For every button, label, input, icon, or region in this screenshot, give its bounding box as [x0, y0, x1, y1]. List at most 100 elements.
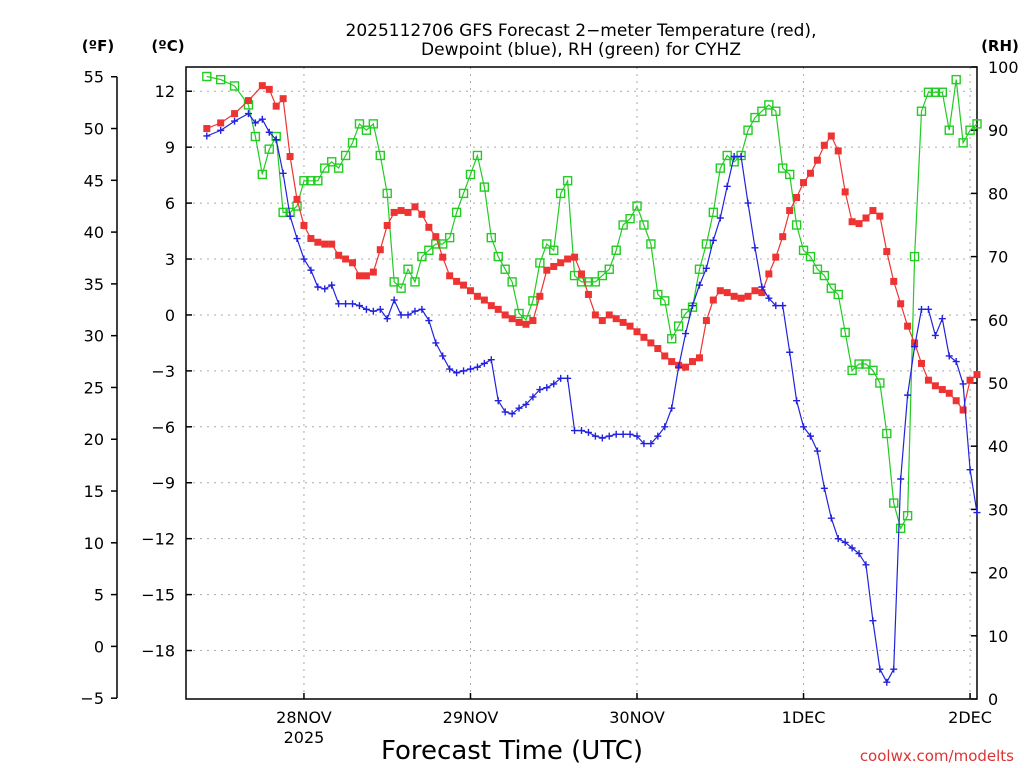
temperature-point	[369, 268, 377, 276]
dewpoint-point	[702, 264, 710, 272]
temperature-point	[203, 125, 211, 133]
rh-point	[680, 308, 691, 319]
dewpoint-point	[633, 432, 641, 440]
rh-point	[611, 245, 621, 255]
rh-point	[944, 125, 954, 135]
temperature-point	[945, 389, 953, 397]
temperature-point	[314, 238, 322, 246]
temperature-point	[883, 248, 891, 256]
rh-point	[923, 87, 934, 97]
dewpoint-point	[952, 358, 960, 366]
temperature-point	[897, 300, 905, 308]
dewpoint-point	[682, 330, 690, 338]
rh-point	[361, 125, 372, 135]
dewpoint-point	[647, 440, 655, 448]
f-tick-label: 15	[84, 482, 104, 501]
temperature-point	[647, 339, 655, 347]
temperature-point	[432, 233, 440, 241]
dewpoint-point	[938, 315, 946, 323]
rh-point	[250, 131, 261, 142]
dewpoint-point	[723, 182, 731, 190]
f-tick-label: 0	[94, 637, 104, 656]
dewpoint-point	[640, 440, 648, 448]
rh-point	[909, 251, 920, 262]
x-tick-label: 1DEC	[782, 708, 826, 727]
rh-point	[646, 239, 656, 249]
rh-point	[333, 163, 344, 173]
dewpoint-point	[362, 305, 370, 313]
temperature-point	[543, 266, 551, 274]
dewpoint-point	[911, 343, 919, 351]
dewpoint-point	[265, 128, 273, 136]
dewpoint-point	[737, 152, 745, 160]
temperature-point	[959, 406, 967, 414]
temperature-point	[564, 255, 572, 263]
c-tick-label: −3	[151, 362, 175, 381]
dewpoint-point	[550, 380, 558, 388]
dewpoint-point	[841, 538, 849, 546]
temperature-point	[758, 289, 766, 297]
f-tick-label: 35	[84, 275, 104, 294]
x-tick-label: 28NOV	[276, 708, 332, 727]
dewpoint-point	[800, 423, 808, 431]
temperature-point	[411, 203, 419, 211]
temperature-point	[682, 363, 690, 371]
rh-point	[306, 176, 316, 186]
temperature-point	[793, 194, 801, 202]
temperature-point	[786, 207, 794, 215]
temperature-point	[904, 322, 912, 330]
dewpoint-point	[564, 374, 572, 382]
dewpoint-point	[813, 447, 821, 455]
rh-point	[299, 176, 309, 186]
rh-point	[535, 258, 545, 268]
dewpoint-point	[591, 432, 599, 440]
temperature-point	[335, 251, 343, 259]
temperature-point	[501, 311, 509, 319]
rh-point	[653, 289, 663, 300]
dewpoint-point	[966, 466, 974, 474]
rh-tick-label: 50	[988, 374, 1008, 393]
temperature-point	[286, 152, 294, 160]
rh-tick-label: 60	[988, 311, 1008, 330]
rh-series	[202, 71, 982, 534]
dewpoint-point	[369, 307, 377, 315]
temperature-point	[487, 302, 495, 310]
f-tick-label: 30	[84, 327, 104, 346]
temperature-point	[591, 311, 599, 319]
c-tick-label: 9	[165, 138, 175, 157]
temperature-point	[494, 305, 502, 313]
dewpoint-point	[460, 367, 468, 375]
rh-point	[465, 169, 476, 180]
temperature-point	[328, 240, 336, 248]
temperature-point	[300, 221, 308, 229]
temperature-point	[911, 339, 919, 347]
dewpoint-point	[668, 404, 676, 412]
dewpoint-point	[314, 283, 322, 291]
rh-point	[784, 169, 795, 180]
temperature-point	[640, 333, 648, 341]
rh-point	[368, 119, 379, 129]
temperature-point	[633, 328, 641, 336]
celsius-unit-label: (ºC)	[151, 37, 184, 55]
temperature-point	[668, 358, 676, 366]
temperature-point	[876, 212, 884, 220]
dewpoint-point	[848, 544, 856, 552]
rh-point	[771, 106, 781, 116]
temperature-point	[598, 317, 606, 325]
f-tick-label: −5	[80, 689, 104, 708]
dewpoint-point	[397, 311, 405, 319]
temperature-point	[820, 141, 828, 149]
temperature-point	[355, 272, 363, 280]
rh-point	[590, 277, 601, 287]
temperature-point	[418, 210, 426, 218]
rh-point	[791, 220, 802, 230]
rh-point	[798, 245, 809, 255]
temperature-point	[550, 262, 558, 270]
c-tick-label: 3	[165, 250, 175, 269]
rh-axis: 0 10 20 30 40 50 60 70 80 90 100	[971, 58, 1019, 709]
f-tick-label: 45	[84, 171, 104, 190]
dewpoint-point	[772, 302, 780, 310]
rh-point	[229, 81, 240, 91]
rh-point	[916, 106, 927, 116]
series-layer	[202, 71, 982, 686]
